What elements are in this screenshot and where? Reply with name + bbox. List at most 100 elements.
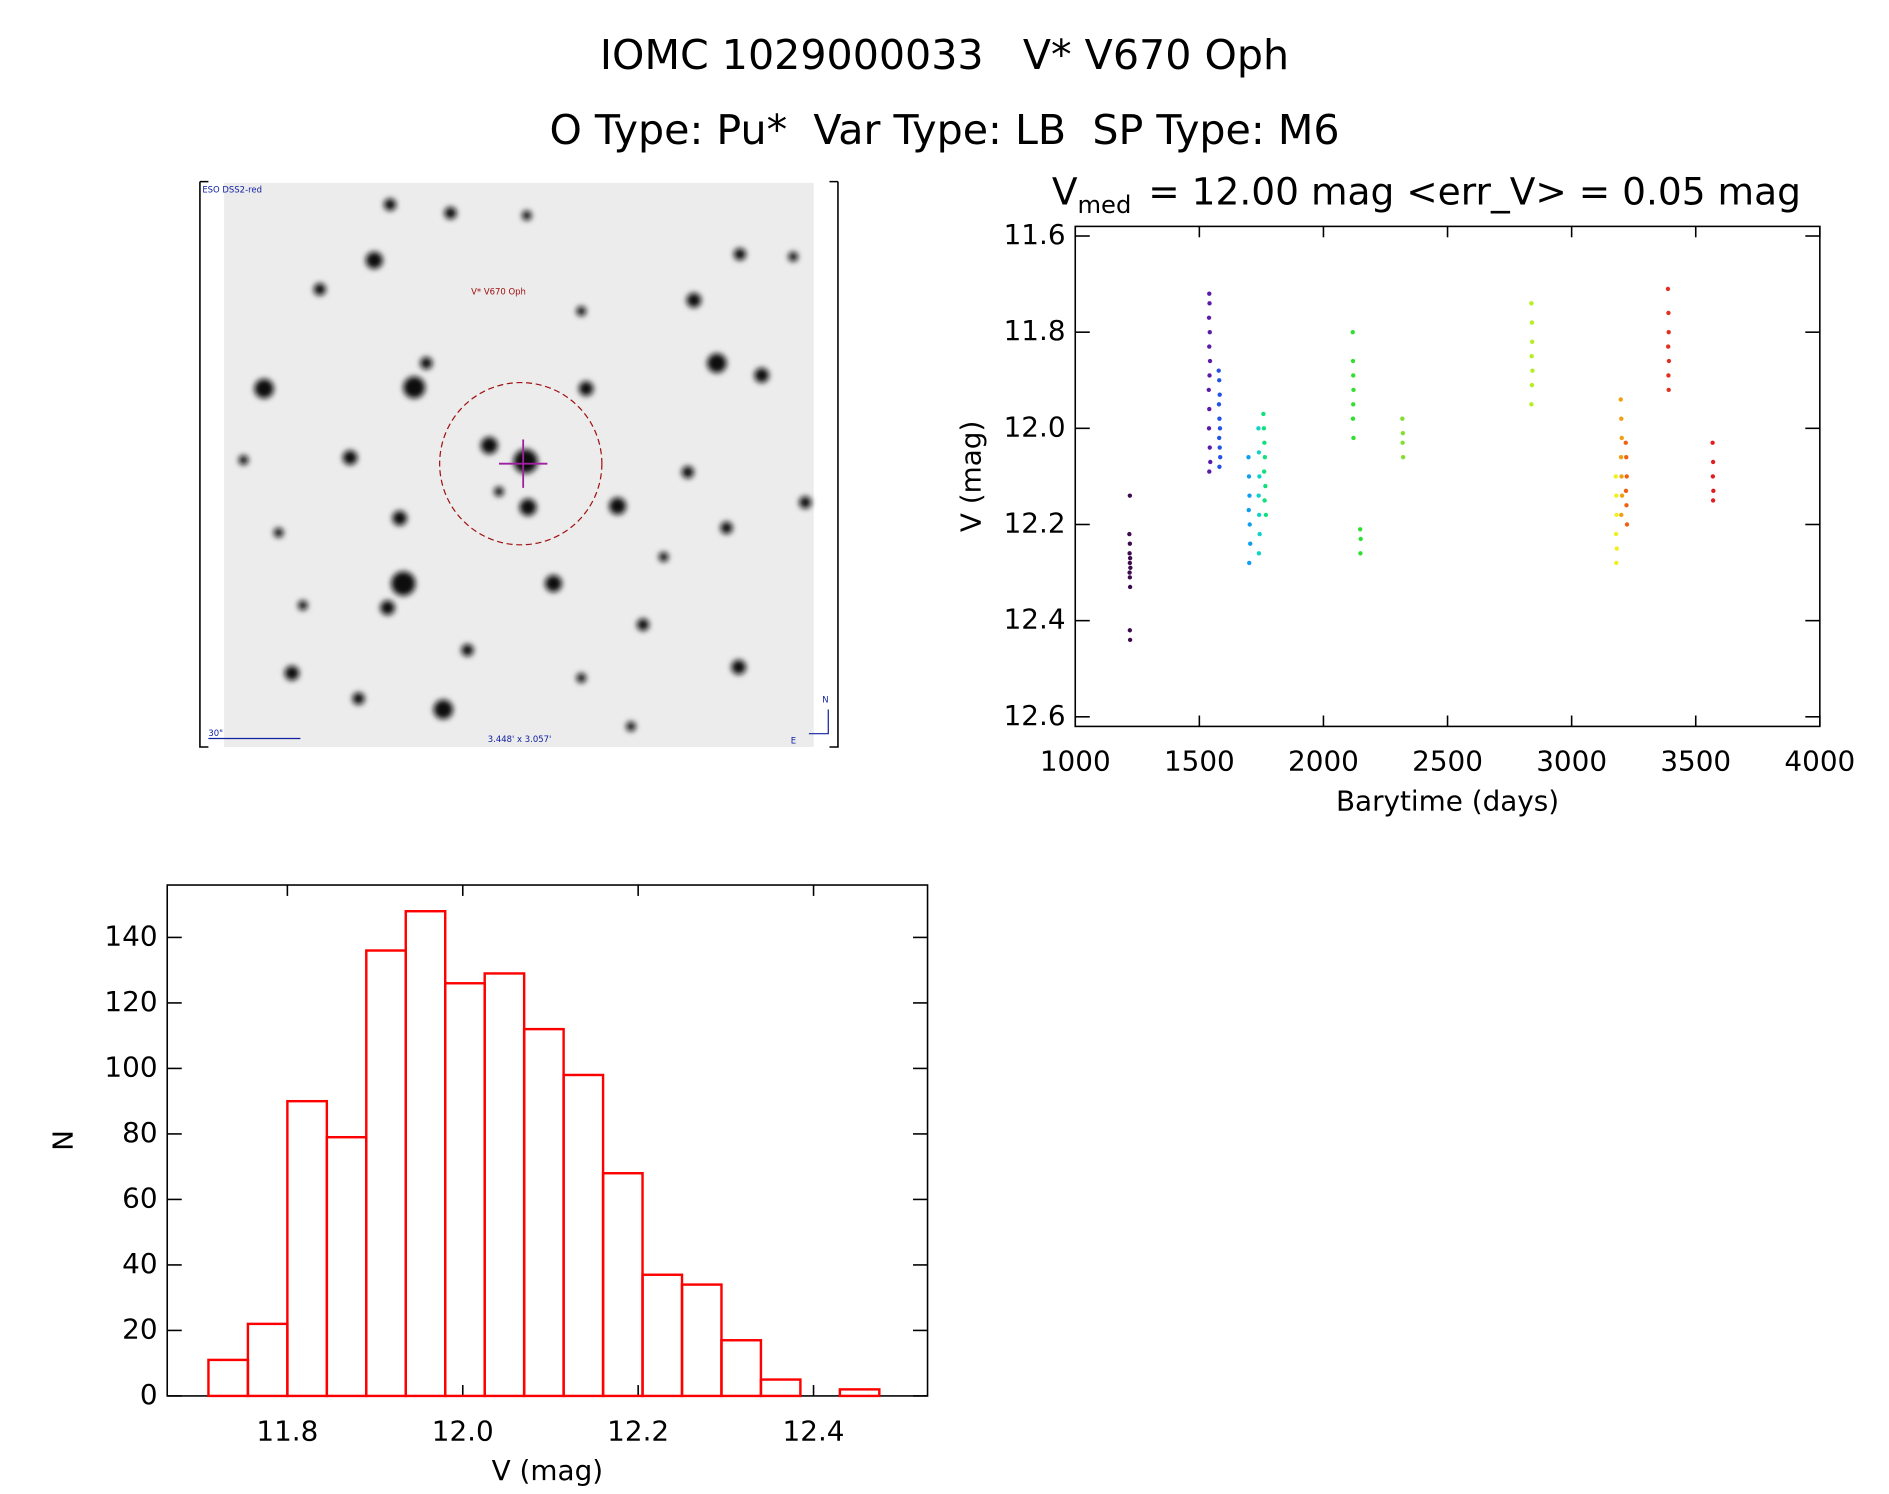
point — [1351, 402, 1356, 407]
point — [1400, 454, 1406, 460]
point — [1247, 560, 1252, 566]
point — [1665, 286, 1671, 292]
point — [1206, 315, 1212, 320]
point — [1619, 435, 1624, 441]
point — [1710, 498, 1716, 503]
point — [1710, 440, 1715, 445]
title: IOMC 1029000033 V* V670 Oph — [600, 31, 1289, 79]
point — [1400, 416, 1405, 421]
point — [1530, 368, 1535, 373]
bar — [562, 1073, 605, 1398]
point — [1358, 551, 1363, 556]
point — [1358, 536, 1363, 542]
y-tick-label: 140 — [104, 919, 157, 952]
survey-label: ESO DSS2-red — [202, 185, 262, 195]
point — [1127, 637, 1133, 643]
point — [1207, 291, 1212, 296]
y-tick-label: 0 — [140, 1378, 158, 1411]
point — [1218, 454, 1223, 460]
point — [1529, 354, 1534, 359]
north-label: N — [822, 694, 828, 704]
point — [1613, 531, 1619, 537]
stars — [238, 198, 812, 732]
y-tick-label: 80 — [122, 1116, 157, 1149]
y-tick-label: 11.6 — [1004, 218, 1066, 251]
point — [1256, 426, 1261, 431]
point — [1206, 387, 1211, 393]
point — [1350, 358, 1356, 364]
y-tick-label: 11.8 — [1004, 314, 1066, 347]
point — [1256, 493, 1261, 498]
point — [1351, 435, 1356, 441]
aperture — [439, 381, 603, 546]
point — [1351, 373, 1356, 378]
point — [1666, 310, 1671, 316]
bar — [365, 949, 407, 1398]
axes-frame — [1074, 225, 1821, 728]
point — [1216, 402, 1222, 407]
bar — [325, 1135, 368, 1398]
point — [1262, 454, 1268, 460]
point — [1529, 402, 1534, 407]
point — [1710, 459, 1716, 465]
point — [1711, 488, 1716, 494]
point — [1127, 541, 1133, 546]
point — [1246, 454, 1251, 460]
point — [1127, 584, 1133, 590]
point — [1216, 368, 1221, 373]
point — [1217, 464, 1222, 469]
point — [1217, 445, 1222, 450]
point — [1207, 358, 1213, 364]
point — [1261, 411, 1266, 417]
scale-bar — [208, 709, 829, 740]
bar — [207, 1358, 250, 1398]
y-tick-label: 40 — [122, 1247, 157, 1280]
y-axis-label: N — [46, 1130, 79, 1151]
point — [1624, 503, 1629, 508]
point — [1127, 628, 1133, 633]
title-subscript: med — [1077, 191, 1131, 219]
crosshair — [498, 439, 548, 488]
image-frame — [199, 180, 839, 748]
x-axis-label: Barytime (days) — [1336, 785, 1559, 818]
x-tick-label: 2000 — [1288, 745, 1359, 778]
point — [1666, 358, 1672, 364]
point — [1613, 474, 1618, 479]
point — [1261, 426, 1267, 431]
point — [1710, 474, 1716, 479]
point — [1358, 527, 1363, 532]
point — [1400, 430, 1406, 436]
point — [1263, 512, 1269, 518]
point — [1257, 474, 1262, 479]
y-tick-label: 12.2 — [1004, 506, 1066, 539]
point — [1350, 416, 1356, 421]
title-rest: = 12.00 mag <err_V> = 0.05 mag — [1148, 169, 1801, 213]
point — [1262, 440, 1267, 445]
point — [1666, 329, 1671, 335]
point — [1246, 507, 1251, 513]
bar — [641, 1273, 684, 1398]
point — [1400, 440, 1405, 445]
point — [1623, 440, 1628, 445]
point — [1529, 339, 1535, 344]
size-label: 3.448' x 3.057' — [488, 734, 552, 744]
bar — [720, 1339, 763, 1398]
point — [1666, 344, 1671, 349]
bar — [483, 972, 526, 1398]
point — [1207, 373, 1212, 378]
point — [1207, 406, 1212, 412]
bar — [246, 1322, 289, 1398]
point — [1217, 435, 1222, 441]
point — [1614, 560, 1619, 566]
x-tick-label: 4000 — [1784, 745, 1855, 778]
y-tick-label: 60 — [122, 1181, 157, 1214]
point — [1207, 469, 1212, 474]
point — [1623, 488, 1629, 494]
point — [1618, 397, 1623, 402]
point — [1256, 551, 1262, 556]
point — [1529, 320, 1535, 325]
x-tick-label: 3500 — [1660, 745, 1731, 778]
point — [1351, 387, 1356, 393]
point — [1257, 531, 1262, 537]
